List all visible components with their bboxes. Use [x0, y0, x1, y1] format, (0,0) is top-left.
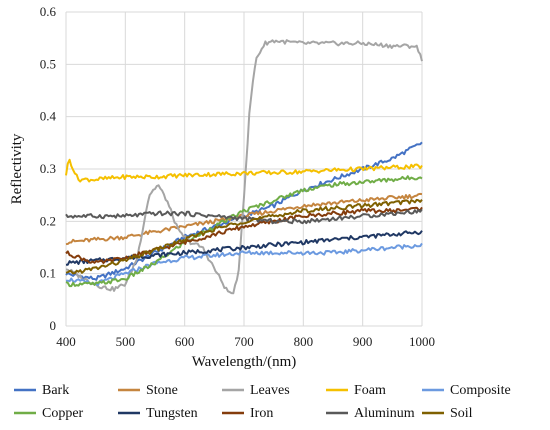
series-layer [65, 39, 423, 295]
y-tick-label: 0.4 [40, 109, 57, 124]
y-axis-label: Reflectivity [9, 133, 25, 204]
tick-labels: 0 0.1 0.2 0.3 0.4 0.5 0.6 400 500 600 700 800 900 100… [40, 4, 435, 349]
series-line-aluminum [65, 208, 423, 225]
series-line-copper [65, 175, 423, 288]
x-tick-label: 700 [234, 334, 254, 349]
x-tick-label: 1000 [409, 334, 435, 349]
x-tick-label: 500 [116, 334, 136, 349]
series-line-composite [65, 242, 423, 287]
y-tick-label: 0.1 [40, 266, 56, 281]
series-line-leaves [65, 39, 423, 295]
y-tick-label: 0 [50, 318, 57, 333]
x-axis-label: Wavelength/(nm) [192, 354, 297, 370]
series-line-soil [65, 198, 423, 275]
legend-label: Tungsten [146, 406, 198, 421]
legend-label: Composite [450, 383, 511, 398]
series-line-bark [65, 141, 423, 281]
y-tick-label: 0.2 [40, 213, 56, 228]
legend-label: Stone [146, 383, 178, 398]
x-tick-label: 400 [56, 334, 76, 349]
series-line-foam [65, 158, 423, 183]
legend: Bark Stone Leaves Foam Composite Copper Tungst… [14, 383, 511, 421]
legend-label: Foam [354, 383, 386, 398]
series-line-iron [65, 206, 423, 264]
y-tick-label: 0.3 [40, 161, 56, 176]
legend-label: Soil [450, 406, 473, 421]
x-tick-label: 800 [294, 334, 314, 349]
x-tick-label: 600 [175, 334, 195, 349]
legend-label: Leaves [250, 383, 290, 398]
y-tick-label: 0.5 [40, 56, 56, 71]
legend-label: Aluminum [354, 406, 415, 421]
legend-label: Copper [42, 406, 84, 421]
legend-label: Iron [250, 406, 273, 421]
x-tick-label: 900 [353, 334, 373, 349]
y-tick-label: 0.6 [40, 4, 57, 19]
legend-label: Bark [42, 383, 69, 398]
